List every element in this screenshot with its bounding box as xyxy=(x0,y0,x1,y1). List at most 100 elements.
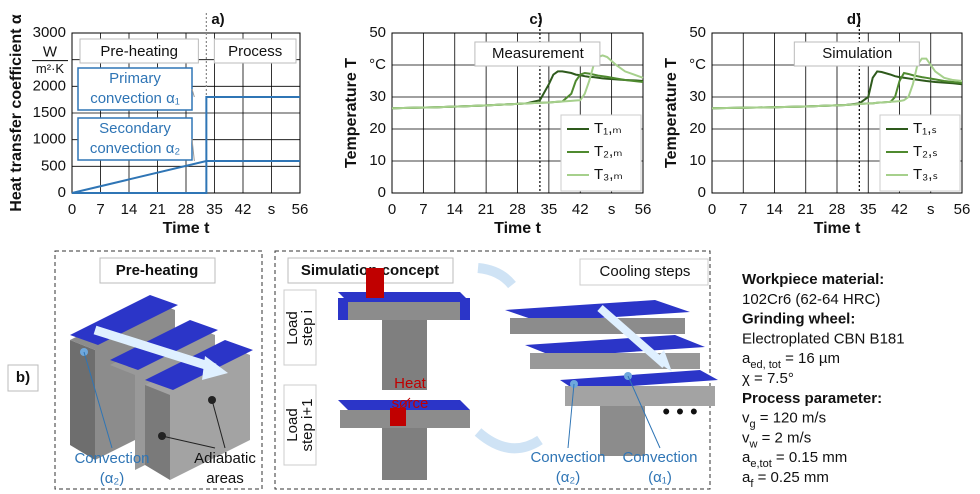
y-unit: m²·K xyxy=(36,61,64,76)
preheating-title: Pre-heating xyxy=(116,262,199,279)
spec-line: af = 0.25 mm xyxy=(742,469,829,490)
x-tick-label: 42 xyxy=(572,201,589,218)
y-tick-label: 50 xyxy=(369,24,386,41)
y-tick-label: °C xyxy=(369,56,386,73)
load-label: step i xyxy=(299,310,316,346)
y-tick-label: 30 xyxy=(689,88,706,105)
x-axis-label: Time t xyxy=(163,220,211,237)
spec-text: Electroplated CBN B181 xyxy=(742,330,905,347)
convection-label: Convection xyxy=(530,449,605,466)
x-tick-label: 56 xyxy=(292,201,309,218)
y-tick-label: 10 xyxy=(689,152,706,169)
region-label: Process xyxy=(228,43,282,60)
load-label: step i+1 xyxy=(299,399,316,452)
panel-tag: c) xyxy=(529,11,542,28)
cooling-label: Cooling steps xyxy=(600,263,691,280)
spec-line: Electroplated CBN B181 xyxy=(742,330,905,347)
y-tick-label: 1500 xyxy=(33,104,66,121)
x-tick-label: 35 xyxy=(541,201,558,218)
x-tick-label: 0 xyxy=(68,201,76,218)
spec-line: χ = 7.5° xyxy=(742,370,794,387)
heat-source-label: Heat xyxy=(394,375,427,392)
convection-label: (α₂) xyxy=(100,470,125,487)
x-tick-label: 0 xyxy=(708,201,716,218)
spec-text: = 120 m/s xyxy=(756,410,826,427)
convection-label: (α₂) xyxy=(556,469,581,486)
spec-line: vg = 120 m/s xyxy=(742,410,826,431)
x-tick-label: 21 xyxy=(478,201,495,218)
x-tick-label: 14 xyxy=(446,201,463,218)
x-tick-label: 7 xyxy=(419,201,427,218)
spec-text: = 2 m/s xyxy=(757,429,811,446)
spec-line: ae,tot = 0.15 mm xyxy=(742,449,847,470)
convection-label: Convection xyxy=(622,449,697,466)
x-tick-label: 21 xyxy=(149,201,166,218)
panel-tag: a) xyxy=(211,11,224,28)
x-tick-label: 21 xyxy=(797,201,814,218)
y-axis-label: Temperature T xyxy=(343,58,360,168)
x-tick-label: 7 xyxy=(96,201,104,218)
x-tick-label: 0 xyxy=(388,201,396,218)
region-label: Pre-heating xyxy=(100,43,178,60)
annotation-label: Simulation xyxy=(822,45,892,62)
spec-text: = 0.25 mm xyxy=(753,469,828,486)
x-tick-label: 28 xyxy=(829,201,846,218)
y-tick-label: 30 xyxy=(369,88,386,105)
annotation-label: Secondary xyxy=(99,120,171,137)
spec-heading: Grinding wheel: xyxy=(742,311,855,328)
x-tick-label: 56 xyxy=(954,201,971,218)
y-tick-label: 0 xyxy=(58,184,66,201)
adiabatic-label: areas xyxy=(206,470,244,487)
x-tick-label: 28 xyxy=(509,201,526,218)
x-tick-label: 14 xyxy=(121,201,138,218)
panel-label: b) xyxy=(16,369,30,386)
x-axis-label: Time t xyxy=(814,220,862,237)
y-tick-label: 10 xyxy=(369,152,386,169)
spec-heading: Workpiece material: xyxy=(742,271,884,288)
x-tick-label: 28 xyxy=(178,201,195,218)
annotation-label: Measurement xyxy=(492,45,585,62)
annotation-label: convection α₁ xyxy=(90,90,180,107)
x-tick-label: 35 xyxy=(206,201,223,218)
y-tick-label: 20 xyxy=(689,120,706,137)
ellipsis: • • • xyxy=(662,399,697,424)
y-tick-label: 2000 xyxy=(33,77,66,94)
load-labels: Load step i Load step i+1 xyxy=(284,310,316,451)
y-axis-label: Temperature T xyxy=(663,58,680,168)
y-axis-label: Heat transfer coefficient α xyxy=(8,14,25,212)
spec-heading: Process parameter: xyxy=(742,390,882,407)
annotation-label: Primary xyxy=(109,70,161,87)
x-tick-label: 56 xyxy=(635,201,652,218)
y-tick-label: 50 xyxy=(689,24,706,41)
y-tick-label: 0 xyxy=(698,184,706,201)
legend-label: T₃,ₘ xyxy=(594,166,623,183)
x-tick-label: 42 xyxy=(235,201,252,218)
figure: b) Pre-heating Convection (α₂) Adiabatic… xyxy=(0,0,980,494)
x-tick-label: s xyxy=(927,201,935,218)
legend-label: T₃,ₛ xyxy=(913,166,938,183)
spec-text: χ = 7.5° xyxy=(742,370,794,387)
x-axis-label: Time t xyxy=(494,220,542,237)
legend-label: T₂,ₘ xyxy=(594,143,623,160)
x-tick-label: 42 xyxy=(891,201,908,218)
spec-text: = 0.15 mm xyxy=(772,449,847,466)
annotation-label: convection α₂ xyxy=(90,140,181,157)
y-tick-label: °C xyxy=(689,56,706,73)
y-tick-label: 500 xyxy=(41,157,66,174)
spec-text: = 16 µm xyxy=(781,350,840,367)
y-tick-label: 3000 xyxy=(33,24,66,41)
x-tick-label: s xyxy=(608,201,616,218)
y-tick-label: W xyxy=(43,44,58,61)
convection-label: (α₁) xyxy=(648,469,672,486)
heat-source-label: sorce xyxy=(392,395,429,412)
legend-label: T₂,ₛ xyxy=(913,143,938,160)
x-tick-label: 7 xyxy=(739,201,747,218)
adiabatic-label: Adiabatic xyxy=(194,450,256,467)
x-tick-label: 35 xyxy=(860,201,877,218)
x-tick-label: s xyxy=(268,201,276,218)
x-tick-label: 14 xyxy=(766,201,783,218)
y-tick-label: 0 xyxy=(378,184,386,201)
spec-line: 102Cr6 (62-64 HRC) xyxy=(742,291,880,308)
y-tick-label: 1000 xyxy=(33,131,66,148)
spec-text: 102Cr6 (62-64 HRC) xyxy=(742,291,880,308)
